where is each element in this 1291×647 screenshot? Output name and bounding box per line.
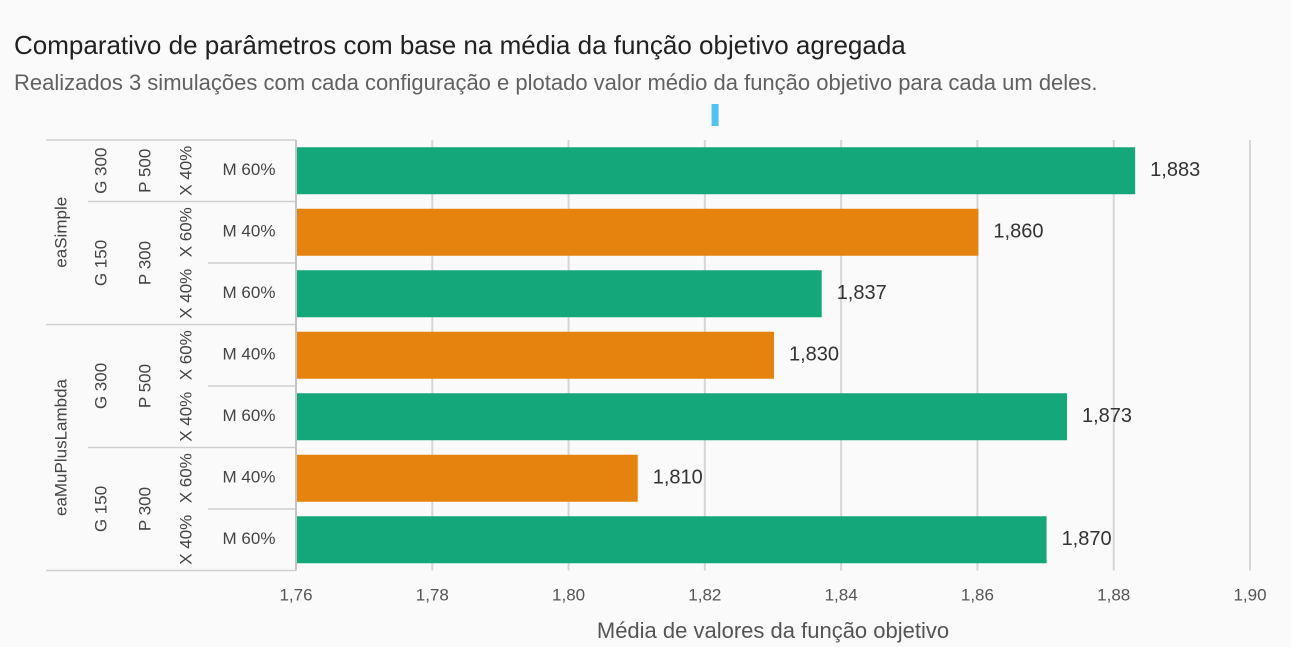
bar	[297, 147, 1135, 194]
mutation-label: M 40%	[223, 345, 276, 364]
bar	[297, 516, 1047, 563]
crossover-label: X 40%	[176, 392, 195, 442]
bar-value-label: 1,870	[1062, 528, 1112, 550]
x-axis-ticks: 1,76 1,78 1,80 1,82 1,84 1,86 1,88 1,90	[279, 586, 1266, 605]
x-tick-label: 1,90	[1233, 586, 1266, 605]
generation-label: G 300	[91, 363, 110, 409]
bar-value-label: 1,883	[1150, 159, 1200, 181]
crossover-label: X 60%	[176, 330, 195, 380]
bars: 1,883 1,860 1,837 1,830 1,873 1,810 1,870	[297, 147, 1200, 563]
bar	[297, 332, 774, 379]
generation-label: G 150	[91, 240, 110, 286]
mutation-label: M 40%	[223, 222, 276, 241]
mutation-label: M 60%	[223, 406, 276, 425]
population-label: P 300	[135, 487, 154, 531]
generation-label: G 300	[91, 148, 110, 194]
mutation-label: M 60%	[223, 529, 276, 548]
crossover-label: X 40%	[176, 146, 195, 196]
bar	[297, 209, 978, 256]
population-label: P 500	[135, 364, 154, 408]
x-axis-label: Média de valores da função objetivo	[597, 618, 949, 643]
bar-value-label: 1,837	[837, 282, 887, 304]
bar-value-label: 1,873	[1082, 405, 1132, 427]
population-label: P 300	[135, 241, 154, 285]
crossover-label: X 40%	[176, 269, 195, 319]
crossover-label: X 60%	[176, 453, 195, 503]
x-tick-label: 1,78	[416, 586, 449, 605]
bar-value-label: 1,830	[789, 344, 839, 366]
reference-marker	[712, 104, 719, 126]
bar-value-label: 1,810	[653, 467, 703, 489]
x-tick-label: 1,84	[825, 586, 858, 605]
algorithm-label: eaSimple	[51, 197, 70, 268]
mutation-label: M 40%	[223, 468, 276, 487]
generation-label: G 150	[91, 486, 110, 532]
bar	[297, 455, 638, 502]
x-tick-label: 1,76	[279, 586, 312, 605]
bar	[297, 393, 1067, 440]
bar	[297, 270, 822, 317]
mutation-label: M 60%	[223, 160, 276, 179]
algorithm-label: eaMuPlusLambda	[51, 378, 70, 516]
mutation-label: M 60%	[223, 283, 276, 302]
bar-value-label: 1,860	[993, 221, 1043, 243]
population-label: P 500	[135, 149, 154, 193]
row-labels: eaSimple eaMuPlusLambda G 300 G 150 G 300 G 1…	[46, 140, 296, 571]
crossover-label: X 40%	[176, 515, 195, 565]
x-tick-label: 1,80	[552, 586, 585, 605]
x-tick-label: 1,82	[688, 586, 721, 605]
x-tick-label: 1,86	[961, 586, 994, 605]
crossover-label: X 60%	[176, 207, 195, 257]
x-tick-label: 1,88	[1097, 586, 1130, 605]
